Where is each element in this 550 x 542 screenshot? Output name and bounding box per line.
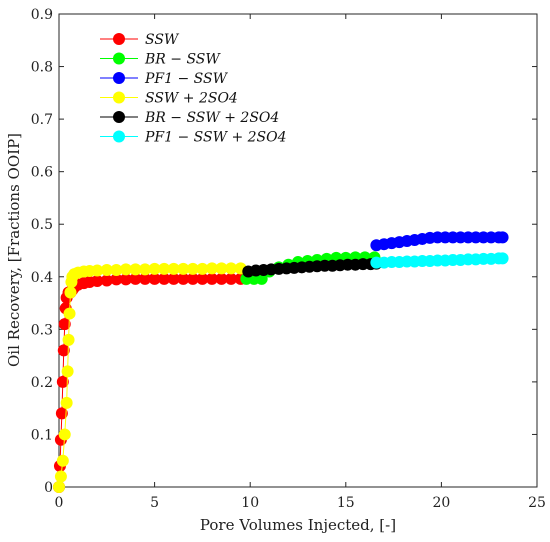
data-point	[196, 272, 209, 285]
data-point	[225, 262, 238, 275]
data-point	[158, 272, 171, 285]
legend-marker-1	[113, 52, 125, 65]
legend-label-3: SSW + 2SO4	[145, 91, 238, 107]
data-point	[496, 252, 509, 265]
y-tick-label-0: 0	[44, 480, 53, 496]
data-point	[129, 272, 142, 285]
data-point	[167, 262, 180, 275]
legend-label-0: SSW	[145, 32, 180, 48]
data-point	[215, 262, 228, 275]
series-2	[370, 231, 509, 252]
data-point	[91, 264, 104, 277]
data-point	[129, 263, 142, 276]
data-point	[63, 307, 76, 320]
data-point	[177, 272, 190, 285]
legend-marker-2	[113, 72, 125, 84]
data-point	[110, 273, 123, 286]
data-point	[60, 396, 73, 409]
legend-marker-0	[113, 33, 125, 45]
data-point	[56, 454, 69, 467]
data-point	[148, 272, 161, 285]
x-tick-label-1: 5	[150, 495, 159, 511]
data-point	[255, 272, 268, 285]
legend-box	[95, 22, 290, 150]
legend-label-5: PF1 − SSW + 2SO4	[144, 130, 287, 146]
y-axis-label: Oil Recovery, [Fractions OOIP]	[5, 133, 23, 367]
data-point	[91, 274, 104, 287]
x-tick-label-5: 25	[528, 495, 546, 511]
data-point	[215, 272, 228, 285]
legend-label-1: BR − SSW	[144, 52, 221, 68]
data-point	[56, 375, 69, 388]
y-tick-label-1: 0.1	[31, 427, 53, 443]
data-point	[100, 274, 113, 287]
data-point	[139, 272, 152, 285]
data-point	[61, 365, 74, 378]
data-point	[177, 262, 190, 275]
x-tick-label-3: 15	[337, 495, 355, 511]
data-point	[186, 262, 199, 275]
data-point	[119, 273, 132, 286]
data-point	[54, 470, 67, 483]
axis-ticks: 0 5 10 15 20 25 0 0.1 0.2 0.3 0.4 0.5 0.6 0.7 0.8 0.9	[31, 7, 546, 511]
data-point	[496, 231, 509, 244]
data-point	[148, 262, 161, 275]
x-tick-label-2: 10	[241, 495, 259, 511]
legend-marker-4	[113, 111, 125, 123]
data-point	[64, 286, 77, 299]
legend-marker-3	[113, 91, 125, 104]
data-point	[58, 428, 71, 441]
data-point	[139, 263, 152, 276]
y-tick-label-6: 0.6	[31, 165, 53, 181]
legend-label-4: BR − SSW + 2SO4	[144, 110, 279, 126]
data-point	[196, 262, 209, 275]
data-point	[205, 262, 218, 275]
data-point	[58, 318, 71, 331]
data-series	[53, 231, 509, 493]
x-axis-label: Pore Volumes Injected, [-]	[200, 516, 396, 534]
series-3	[53, 262, 247, 493]
legend-marker-5	[113, 130, 125, 143]
data-point	[158, 262, 171, 275]
data-point	[53, 481, 65, 493]
data-point	[110, 263, 123, 276]
data-point	[167, 272, 180, 285]
y-tick-label-7: 0.7	[31, 112, 53, 128]
y-tick-label-4: 0.4	[31, 270, 53, 286]
data-point	[57, 344, 70, 357]
legend-label-2: PF1 − SSW	[144, 71, 229, 87]
data-point	[100, 263, 113, 276]
data-point	[55, 407, 68, 420]
x-tick-label-0: 0	[55, 495, 64, 511]
y-tick-label-2: 0.2	[31, 375, 53, 391]
y-tick-label-8: 0.8	[31, 60, 53, 76]
series-5	[370, 252, 509, 269]
data-point	[205, 272, 218, 285]
data-point	[119, 263, 132, 276]
data-point	[62, 333, 75, 346]
y-tick-label-9: 0.9	[31, 7, 53, 23]
x-tick-label-4: 20	[432, 495, 450, 511]
legend: SSW BR − SSW PF1 − SSW SSW + 2SO4 BR − SSW +…	[95, 22, 290, 150]
data-point	[225, 272, 238, 285]
y-tick-label-3: 0.3	[31, 322, 53, 338]
y-tick-label-5: 0.5	[31, 217, 53, 233]
data-point	[186, 272, 199, 285]
